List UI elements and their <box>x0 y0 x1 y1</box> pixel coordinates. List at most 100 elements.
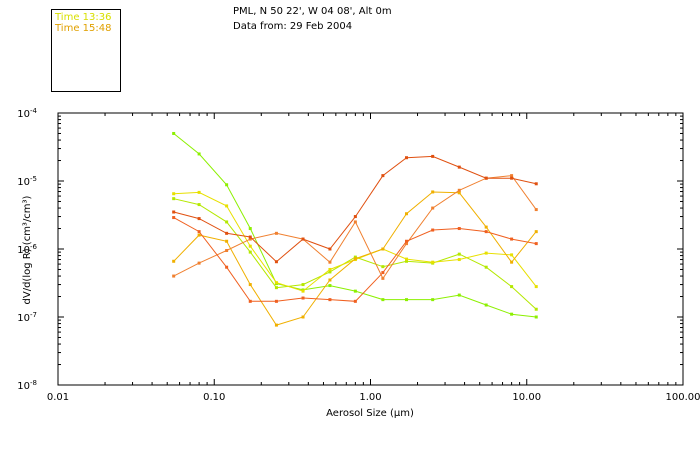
data-point <box>225 220 229 224</box>
data-point <box>301 237 305 241</box>
data-point <box>534 182 538 186</box>
plot-frame <box>57 112 684 386</box>
data-point <box>457 188 461 192</box>
plot-border <box>57 112 684 386</box>
data-point <box>301 283 305 287</box>
chart-date-subtitle: Data from: 29 Feb 2004 <box>233 21 353 32</box>
data-point <box>172 197 176 201</box>
data-point <box>381 298 385 302</box>
data-point <box>484 225 488 229</box>
data-point <box>197 217 201 221</box>
data-point <box>172 131 176 135</box>
data-point <box>248 237 252 241</box>
data-point <box>172 274 176 278</box>
data-point <box>225 183 229 187</box>
data-point <box>431 190 435 194</box>
data-point <box>172 192 176 196</box>
data-point <box>510 312 514 316</box>
data-point <box>225 204 229 208</box>
data-point <box>381 247 385 251</box>
legend-entry-time-2: Time 15:48 <box>55 23 112 34</box>
data-point <box>457 227 461 231</box>
data-point <box>274 323 278 327</box>
data-point <box>301 296 305 300</box>
data-point <box>197 230 201 234</box>
data-point <box>457 165 461 169</box>
data-point <box>197 261 201 265</box>
data-point <box>405 298 409 302</box>
chart-location-title: PML, N 50 22', W 04 08', Alt 0m <box>233 6 392 17</box>
data-point <box>248 283 252 287</box>
data-point <box>248 244 252 248</box>
data-point <box>353 215 357 219</box>
data-point <box>534 285 538 289</box>
y-axis-label: dV/d(log R) (cm³/cm³) <box>22 195 33 304</box>
data-point <box>510 237 514 241</box>
x-tick-label: 1.00 <box>359 392 381 403</box>
data-point <box>431 298 435 302</box>
series-line-1 <box>173 133 537 318</box>
data-point <box>353 299 357 303</box>
data-point <box>484 303 488 307</box>
data-point <box>197 152 201 156</box>
data-point <box>534 242 538 246</box>
data-point <box>274 299 278 303</box>
y-tick-label: 10-6 <box>17 243 37 256</box>
data-point <box>457 252 461 256</box>
data-point <box>353 255 357 259</box>
data-point <box>405 259 409 263</box>
data-point <box>197 203 201 207</box>
data-point <box>484 176 488 180</box>
data-point <box>328 260 332 264</box>
data-point <box>248 227 252 231</box>
data-point <box>457 191 461 195</box>
data-point <box>197 190 201 194</box>
data-point <box>328 278 332 282</box>
data-point <box>172 259 176 263</box>
data-point <box>353 257 357 261</box>
y-tick-label: 10-5 <box>17 175 37 188</box>
x-tick-label: 0.01 <box>47 392 69 403</box>
data-point <box>274 260 278 264</box>
data-point <box>405 242 409 246</box>
axis-ticks: 0.01 0.10 1.00 10.00 100.00 10-8 10-7 10-6 10-5 1… <box>17 107 700 403</box>
data-point <box>431 154 435 158</box>
data-point <box>484 230 488 234</box>
data-point <box>353 220 357 224</box>
y-tick-label: 10-4 <box>17 107 37 120</box>
x-tick-label: 100.00 <box>666 392 700 403</box>
data-point <box>328 284 332 288</box>
data-point <box>225 239 229 243</box>
legend-entry-time-1: Time 13:36 <box>55 12 112 23</box>
data-point <box>301 315 305 319</box>
data-point <box>225 249 229 253</box>
legend-box: Time 13:36 Time 15:48 <box>51 9 121 92</box>
data-point <box>510 176 514 180</box>
data-point <box>405 239 409 243</box>
data-point <box>510 174 514 178</box>
series-layer <box>172 131 538 327</box>
data-point <box>328 270 332 274</box>
series-line-5 <box>173 175 537 280</box>
x-tick-label: 10.00 <box>512 392 541 403</box>
data-point <box>405 257 409 261</box>
data-point <box>248 299 252 303</box>
x-axis-label: Aerosol Size (μm) <box>326 408 414 419</box>
y-tick-label: 10-8 <box>17 379 37 392</box>
data-point <box>534 208 538 212</box>
data-point <box>381 174 385 178</box>
data-point <box>405 156 409 160</box>
data-point <box>484 265 488 269</box>
data-point <box>457 258 461 262</box>
data-point <box>510 260 514 264</box>
data-point <box>510 285 514 289</box>
data-point <box>172 210 176 214</box>
data-point <box>301 289 305 293</box>
data-point <box>274 231 278 235</box>
data-point <box>172 216 176 220</box>
data-point <box>534 315 538 319</box>
y-tick-label: 10-7 <box>17 311 37 324</box>
data-point <box>328 298 332 302</box>
data-point <box>431 206 435 210</box>
data-point <box>248 250 252 254</box>
